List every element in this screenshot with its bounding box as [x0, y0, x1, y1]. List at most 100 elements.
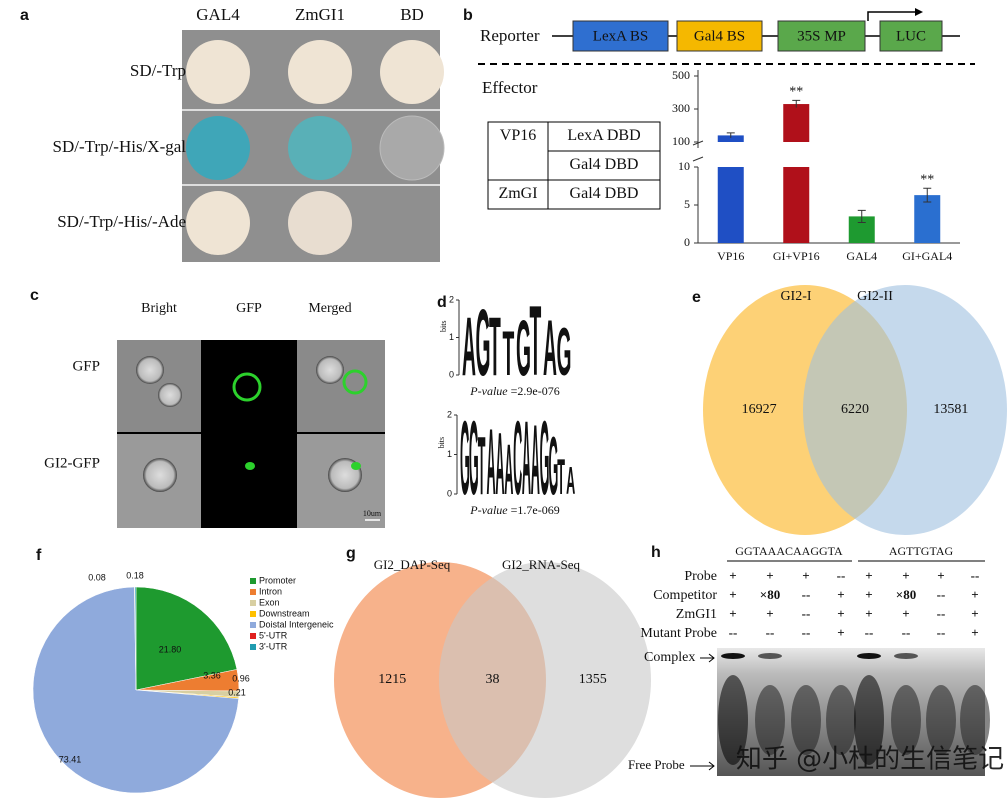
- venn-set: [803, 285, 1007, 535]
- cell-symbol: +: [766, 568, 773, 583]
- error-bar: [792, 99, 801, 108]
- logo-letter: A: [543, 305, 557, 393]
- bar: [783, 104, 810, 142]
- y-tick-label: 2: [449, 294, 454, 304]
- logo-letter: A: [504, 429, 513, 510]
- logo-letter: G: [516, 305, 531, 393]
- band-label: Free Probe: [628, 757, 685, 772]
- logo-letter: T: [557, 449, 565, 505]
- data-label: 73.41: [59, 754, 82, 764]
- legend-label: Exon: [259, 597, 280, 607]
- pie-slice: [135, 586, 238, 691]
- cell-symbol: --: [729, 625, 738, 640]
- legend-swatch: [250, 644, 256, 650]
- logo-letter: G: [540, 399, 550, 517]
- panel-label: g: [346, 545, 356, 562]
- data-label: 0.18: [126, 570, 144, 580]
- set-label: GI2_RNA-Seq: [502, 557, 580, 572]
- panel-label: b: [463, 7, 473, 24]
- lane-smear: [960, 685, 990, 755]
- column-label: GFP: [236, 301, 262, 316]
- p-value: P-value =1.7e-069: [469, 503, 559, 517]
- row-label: Competitor: [653, 588, 717, 603]
- reporter-title: Reporter: [480, 26, 540, 45]
- cell-symbol: +: [865, 568, 872, 583]
- cell-symbol: +: [865, 606, 872, 621]
- lane-smear: [926, 685, 956, 755]
- row-label: Probe: [684, 569, 717, 584]
- colony: [186, 116, 250, 180]
- column-label: Bright: [141, 301, 177, 316]
- venn-set: [439, 562, 651, 798]
- merged-image: [297, 340, 385, 432]
- cell: [316, 356, 344, 384]
- legend-swatch: [250, 589, 256, 595]
- table-cell: VP16: [500, 127, 536, 144]
- reporter-element: [676, 20, 763, 52]
- row-label: ZmGI1: [676, 607, 717, 622]
- logo-letter: A: [566, 460, 575, 503]
- cell-symbol: +: [729, 587, 736, 602]
- venn-count: 13581: [933, 402, 968, 417]
- cell-symbol: +: [937, 568, 944, 583]
- logo-letter: G: [460, 399, 470, 517]
- pie-slice: [134, 586, 137, 691]
- y-tick-label: 100: [672, 134, 690, 148]
- bar: [717, 167, 744, 243]
- bright-image: [117, 340, 201, 432]
- cell-symbol: +: [971, 587, 978, 602]
- reporter-element-label: LUC: [896, 28, 926, 44]
- band-arrow: [690, 761, 715, 771]
- cell-symbol: ×80: [760, 587, 780, 602]
- panel-label: d: [437, 294, 447, 311]
- logo-letter: C: [513, 399, 522, 517]
- venn-count: 38: [486, 672, 500, 687]
- reporter-element: [879, 20, 943, 52]
- cell: [136, 356, 164, 384]
- reporter-element: [572, 20, 669, 52]
- bar: [914, 195, 941, 243]
- bar: [717, 135, 744, 142]
- legend-swatch: [250, 633, 256, 639]
- logo-letter: G: [548, 419, 558, 513]
- cell-symbol: --: [937, 587, 946, 602]
- panel-label: e: [692, 289, 701, 306]
- y-axis-label: bits: [437, 437, 446, 449]
- cell-symbol: +: [729, 606, 736, 621]
- y-tick-label: 500: [672, 68, 690, 82]
- cell-symbol: +: [902, 606, 909, 621]
- cell: [158, 383, 182, 407]
- cell-symbol: +: [971, 606, 978, 621]
- legend-label: Doistal Intergeneic: [259, 619, 334, 629]
- cell-symbol: --: [902, 625, 911, 640]
- y-tick-label: 1: [447, 449, 452, 459]
- cell: [143, 458, 177, 492]
- arrow-head: [915, 8, 923, 16]
- row-label: SD/-Trp/-His/-Ade: [57, 212, 186, 231]
- cell-symbol: --: [802, 606, 811, 621]
- x-tick-label: VP16: [717, 249, 744, 263]
- watermark: 知乎 @小杜的生信笔记: [736, 745, 1004, 775]
- venn-count: 16927: [742, 402, 777, 417]
- complex-band: [758, 653, 782, 659]
- panel-label: f: [36, 547, 42, 564]
- venn-count: 1355: [579, 672, 607, 687]
- panel-label: c: [30, 287, 39, 304]
- column-label: BD: [400, 5, 424, 24]
- probe-name: GGTAAACAAGGTA: [735, 544, 843, 558]
- row-label: SD/-Trp: [130, 61, 186, 80]
- cell-symbol: --: [937, 606, 946, 621]
- colony: [288, 116, 352, 180]
- complex-band: [894, 653, 918, 659]
- x-tick-label: GI+VP16: [773, 249, 820, 263]
- probe-name: AGTTGTAG: [889, 544, 954, 558]
- p-value-label: P-value: [469, 503, 508, 517]
- legend-label: 5'-UTR: [259, 630, 288, 640]
- colony: [288, 191, 352, 255]
- y-tick-label: 1: [449, 332, 454, 342]
- cell-symbol: +: [865, 587, 872, 602]
- colony: [379, 115, 445, 181]
- significance: **: [920, 172, 934, 187]
- cell-symbol: +: [837, 587, 844, 602]
- data-label: 3.36: [203, 670, 221, 680]
